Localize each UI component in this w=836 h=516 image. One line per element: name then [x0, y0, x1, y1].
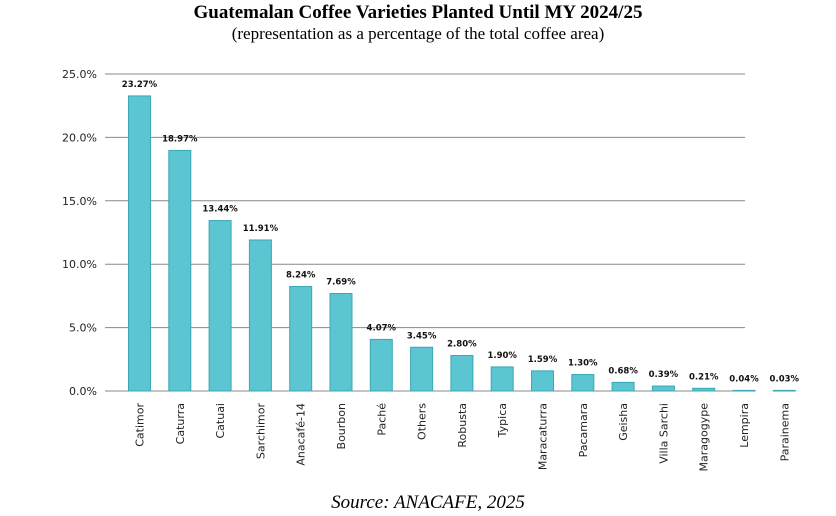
gridlines [105, 73, 745, 392]
category-label: Paché [375, 403, 388, 436]
data-label: 1.90% [487, 351, 517, 361]
bar [248, 239, 272, 392]
x-axis-categories: Catimor Caturra Catuai Sarchimor Anacafé-14 B… [134, 403, 792, 472]
data-label: 23.27% [122, 80, 158, 90]
bar [611, 381, 635, 392]
chart-title: Guatemalan Coffee Varieties Planted Unti… [193, 2, 643, 23]
data-label: 0.03% [770, 374, 800, 384]
category-label: Maracaturra [537, 403, 550, 470]
data-label: 1.59% [528, 355, 558, 365]
y-axis-ticks: 0.0% 5.0% 10.0% 15.0% 20.0% 25.0% [62, 68, 97, 398]
bar [571, 374, 595, 392]
category-label: Geisha [617, 403, 630, 441]
bar [329, 292, 353, 392]
bar [289, 286, 313, 392]
category-label: Caturra [174, 403, 187, 444]
y-tick-label: 5.0% [69, 322, 97, 335]
bar [490, 366, 514, 392]
data-label: 11.91% [243, 224, 279, 234]
bar [692, 387, 716, 392]
category-label: Catuai [214, 403, 227, 439]
data-labels: 23.27% 18.97% 13.44% 11.91% 8.24% 7.69% 4.07% 3… [122, 80, 800, 384]
data-label: 8.24% [286, 271, 316, 281]
y-tick-label: 0.0% [69, 385, 97, 398]
source-note: Source: ANACAFE, 2025 [331, 492, 525, 513]
bar [772, 389, 796, 392]
data-label: 18.97% [162, 134, 198, 144]
data-label: 0.21% [689, 372, 719, 382]
bar [651, 385, 675, 392]
data-label: 3.45% [407, 331, 437, 341]
y-tick-label: 10.0% [62, 258, 97, 271]
data-label: 4.07% [367, 323, 397, 333]
y-tick-label: 25.0% [62, 68, 97, 81]
bar [732, 389, 756, 392]
data-label: 0.68% [608, 366, 638, 376]
data-label: 2.80% [447, 339, 477, 349]
bar [369, 338, 393, 392]
category-label: Villa Sarchi [657, 403, 670, 464]
category-label: Others [416, 403, 429, 440]
category-label: Typica [496, 403, 509, 438]
chart-subtitle: (representation as a percentage of the t… [231, 24, 605, 43]
category-label: Lempira [738, 403, 751, 448]
data-label: 0.39% [649, 370, 679, 380]
bar [410, 346, 434, 392]
data-label: 1.30% [568, 359, 598, 369]
bar [450, 354, 474, 392]
category-label: Catimor [134, 403, 147, 447]
bars [128, 95, 796, 392]
category-label: Parainema [778, 403, 791, 461]
data-label: 0.04% [729, 374, 759, 384]
category-label: Sarchimor [254, 403, 267, 460]
category-label: Anacafé-14 [295, 403, 308, 466]
category-label: Pacamara [577, 403, 590, 457]
y-tick-label: 20.0% [62, 131, 97, 144]
bar [128, 95, 151, 392]
bar [208, 220, 232, 392]
category-label: Robusta [456, 403, 469, 448]
bar [168, 149, 192, 392]
category-label: Bourbon [335, 403, 348, 449]
data-label: 13.44% [202, 205, 238, 215]
bar [531, 370, 554, 392]
y-tick-label: 15.0% [62, 195, 97, 208]
data-label: 7.69% [326, 277, 356, 287]
category-label: Maragogype [698, 403, 711, 472]
